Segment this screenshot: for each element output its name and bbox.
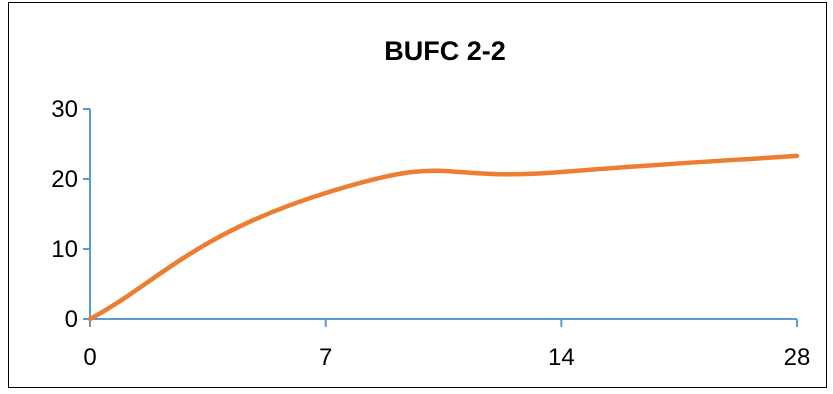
y-axis: 0 10 20 30	[51, 96, 91, 333]
chart-title: BUFC 2-2	[384, 36, 506, 66]
series-line-0	[87, 153, 800, 322]
x-tick-label: 14	[548, 344, 575, 371]
y-tick-label: 20	[51, 166, 78, 193]
x-tick-label: 28	[784, 344, 811, 371]
x-tick-label: 0	[83, 344, 96, 371]
y-tick-label: 30	[51, 96, 78, 123]
x-tick-label: 7	[319, 344, 332, 371]
x-axis: 0 7 14 28	[83, 318, 811, 371]
y-tick-label: 10	[51, 236, 78, 263]
y-tick-label: 0	[65, 306, 78, 333]
chart-frame	[8, 2, 827, 388]
series-layer	[87, 153, 800, 322]
